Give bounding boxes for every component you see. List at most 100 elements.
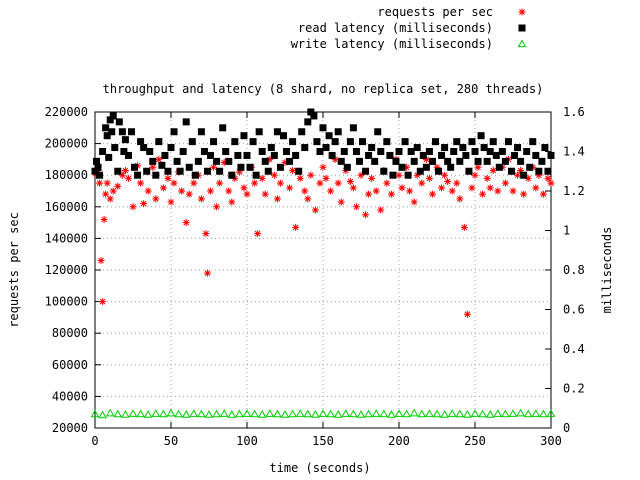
data-point [383,138,391,146]
data-point [407,148,415,155]
y2-tick-label: 0.4 [563,342,585,356]
data-point [535,167,543,175]
data-point [227,410,237,418]
data-point [547,151,555,159]
data-point [255,128,263,136]
data-point [303,409,313,418]
data-point [544,174,552,182]
data-point [210,163,218,171]
data-point [389,171,397,179]
data-point [128,409,138,417]
y-tick-label: 180000 [45,168,88,182]
data-point [164,167,172,175]
series-2 [90,408,556,419]
data-point [517,166,525,174]
data-point [152,195,160,203]
data-point [541,144,549,152]
data-point [422,163,430,171]
data-point [190,179,198,187]
data-point [137,179,145,187]
data-point [509,187,517,195]
series-1 [91,108,555,179]
data-point [254,230,262,238]
data-point [322,144,330,152]
data-point [310,112,318,120]
data-point [471,148,479,155]
data-point [105,408,115,417]
data-point [121,410,130,418]
data-point [191,171,199,179]
data-point [546,409,556,417]
y2-tick-label: 1 [563,224,570,238]
data-point [213,203,221,211]
data-point [170,179,178,187]
data-point [281,159,289,167]
data-point [474,163,482,171]
data-point [340,148,348,155]
data-point [514,144,522,152]
y2-tick-label: 0.8 [563,263,585,277]
data-point [94,163,102,171]
data-point [109,112,117,120]
data-point [470,409,480,417]
data-point [517,157,525,165]
data-point [356,410,366,418]
y-tick-label: 80000 [52,326,88,340]
data-point [102,124,110,132]
data-point [307,108,315,116]
data-point [270,151,278,159]
data-point [343,163,351,171]
data-point [276,179,284,187]
data-point [307,171,315,179]
data-point [155,155,163,163]
data-point [444,178,452,186]
data-point [425,174,433,182]
data-point [524,174,532,182]
x-axis-label: time (seconds) [269,461,370,475]
data-point [159,184,167,192]
data-point [520,171,528,179]
legend-marker [518,8,526,16]
y2-axis-ticks: 0 0.2 0.4 0.6 0.8 1 1.2 1.4 1.6 [545,105,585,435]
y-tick-label: 60000 [52,358,88,372]
data-point [463,310,471,318]
data-point [333,410,343,418]
data-point [240,132,248,140]
data-point [326,409,335,418]
data-point [346,138,354,146]
data-point [318,409,328,417]
data-point [435,167,443,175]
data-point [106,116,114,124]
data-point [301,187,309,195]
data-point [428,157,436,165]
data-point [265,409,275,417]
data-point [486,148,494,155]
data-point [276,163,284,171]
data-point [494,187,502,195]
data-point [151,409,161,417]
data-point [102,190,110,198]
x-tick-label: 300 [540,434,562,448]
data-point [105,153,113,161]
data-point [210,138,218,146]
data-point [194,157,202,165]
data-point [127,128,135,136]
data-point [149,157,157,165]
data-point [529,138,537,146]
data-point [504,138,512,146]
data-point [337,157,345,165]
data-point [313,138,321,146]
data-point [298,128,306,136]
data-point [99,298,107,306]
data-point [296,174,304,182]
data-point [161,151,169,159]
data-point [222,148,230,155]
data-point [362,167,370,175]
data-point [118,128,126,136]
x-tick-label: 250 [464,434,486,448]
data-point [327,187,335,195]
data-point [401,138,409,146]
data-point [174,409,183,418]
data-point [304,118,312,126]
data-point [544,167,552,175]
